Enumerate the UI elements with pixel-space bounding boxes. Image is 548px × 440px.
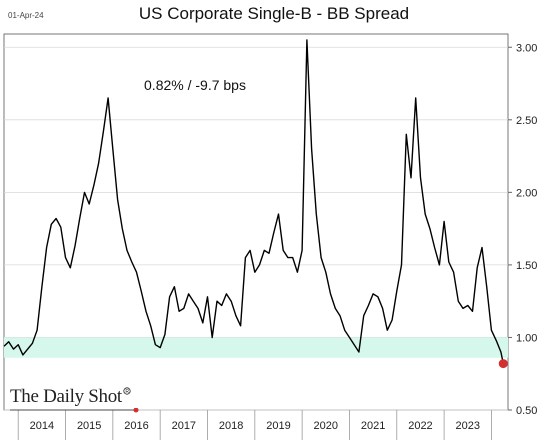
highlight-band [4,337,508,358]
x-tick-label: 2016 [124,420,148,432]
date-label: 01-Apr-24 [8,11,44,20]
registered-mark: R [123,387,131,394]
x-tick-label: 2020 [314,420,338,432]
x-tick-label: 2015 [77,420,101,432]
last-value-marker [498,359,508,369]
y-tick-label: 3.00 [516,42,537,54]
x-tick-label: 2017 [172,420,196,432]
x-tick-label: 2018 [219,420,243,432]
y-tick-label: 2.00 [516,187,537,199]
y-axis: 0.50 1.00 1.50 2.00 2.50 3.00 [508,42,537,417]
svg-text:R: R [125,388,129,394]
chart-title: US Corporate Single-B - BB Spread [138,4,410,23]
brand-name: The Daily Shot [10,386,122,407]
brand-logo: The Daily Shot R [10,386,139,413]
x-tick-label: 2014 [30,420,54,432]
y-tick-label: 1.00 [516,332,537,344]
spread-annotation: 0.82% / -9.7 bps [144,77,246,93]
x-tick-label: 2021 [361,420,385,432]
x-tick-label: 2019 [266,420,290,432]
x-tick-label: 2023 [456,420,480,432]
brand-underline [10,408,139,413]
series-line [3,39,504,364]
x-tick-label: 2022 [408,420,432,432]
y-tick-label: 0.50 [516,405,537,417]
y-tick-label: 2.50 [516,115,537,127]
x-axis: 2014 2015 2016 2017 2018 2019 2020 2021 2022 2023 [17,410,492,440]
y-tick-label: 1.50 [516,260,537,272]
